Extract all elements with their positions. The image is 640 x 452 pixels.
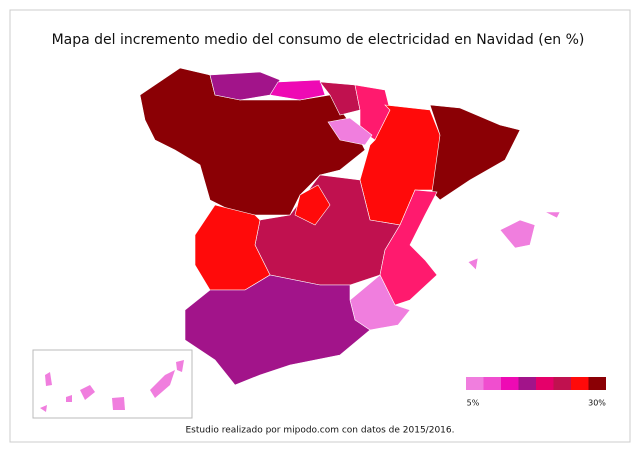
region [294,184,331,226]
legend-swatch [536,377,554,390]
legend-max-label: 30% [588,399,606,408]
footer: Estudio realizado por mipodo.com con dat… [186,426,455,436]
region [184,274,371,386]
legend-swatch [571,377,589,390]
legend-swatch [466,377,484,390]
inset-frame [32,349,193,419]
region [429,104,521,201]
region [379,189,438,306]
legend-swatch [553,377,571,390]
region [112,397,125,410]
region [544,211,561,219]
peninsula [139,67,561,386]
region [269,79,326,101]
canary-inset [32,349,193,419]
region [176,360,184,372]
region [327,117,373,146]
region [80,385,95,400]
region [467,257,479,271]
legend: 5% 30% [466,377,606,408]
legend-swatch [588,377,606,390]
region [66,395,72,402]
legend-swatch [483,377,501,390]
region [45,372,52,386]
legend-min-label: 5% [467,399,480,408]
legend-swatch [518,377,536,390]
title: Mapa del incremento medio del consumo de… [52,32,585,48]
region [499,219,536,249]
region [319,81,361,116]
region [150,370,175,398]
region [40,405,47,412]
region [194,204,271,291]
legend-swatch [501,377,519,390]
